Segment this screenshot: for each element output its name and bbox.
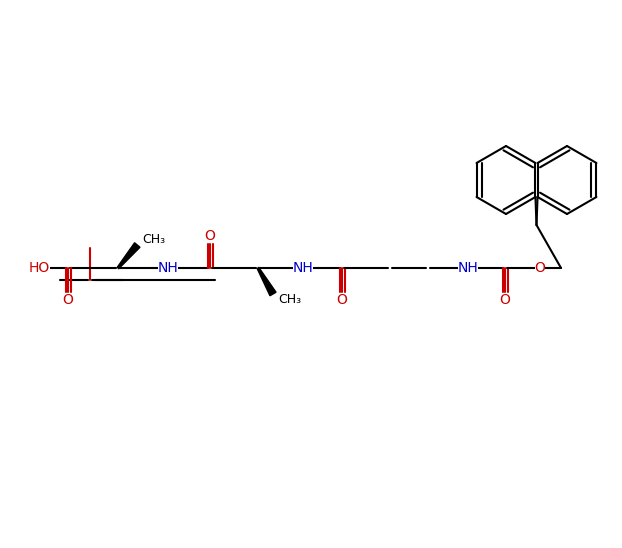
Text: O: O (534, 261, 545, 275)
Text: HO: HO (29, 261, 50, 275)
Text: NH: NH (292, 261, 313, 275)
Text: O: O (205, 229, 215, 243)
Polygon shape (257, 267, 276, 296)
Text: O: O (499, 293, 511, 307)
Text: NH: NH (458, 261, 478, 275)
Text: CH₃: CH₃ (142, 232, 165, 246)
Text: O: O (63, 293, 73, 307)
Polygon shape (117, 243, 140, 269)
Text: NH: NH (157, 261, 179, 275)
Text: CH₃: CH₃ (278, 294, 301, 306)
Text: O: O (337, 293, 348, 307)
